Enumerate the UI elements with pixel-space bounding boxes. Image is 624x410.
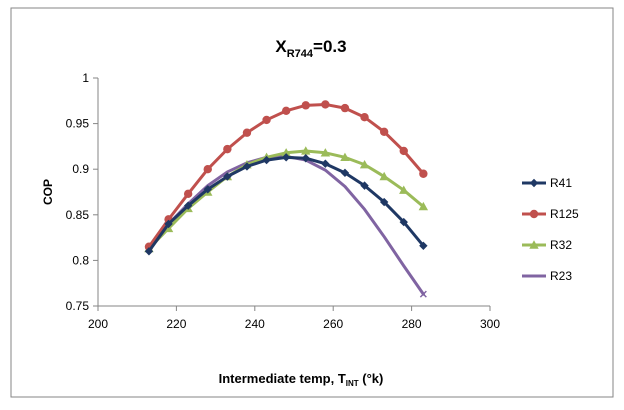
data-point-r32 (281, 148, 291, 157)
data-point-r41 (242, 162, 252, 171)
data-point-r23-stroke (419, 290, 427, 298)
x-axis-label-main: Intermediate temp, T (219, 371, 346, 386)
x-tick-label: 260 (323, 317, 343, 331)
data-point-r41 (183, 201, 193, 210)
data-point-r32 (301, 146, 311, 155)
chart-title: XR744=0.3 (275, 37, 346, 60)
y-tick-label: 0.75 (66, 299, 90, 313)
legend-label-r23: R23 (550, 269, 572, 283)
data-point-r41 (321, 159, 330, 168)
series-layer (144, 100, 429, 298)
data-point-r41 (164, 219, 173, 229)
data-point-r32 (359, 159, 370, 169)
data-point-r41 (419, 241, 428, 251)
chart-title-subscript: R744 (287, 48, 314, 60)
data-point-r32 (320, 148, 331, 157)
series-r125 (144, 100, 428, 251)
x-tick-label: 220 (166, 317, 186, 331)
data-point-r125 (281, 106, 291, 116)
data-point-r41 (360, 181, 369, 190)
data-point-r23 (419, 290, 427, 298)
legend-item-r41: R41 (522, 176, 572, 190)
y-tick-label: 0.85 (66, 208, 90, 222)
data-point-r125 (399, 146, 408, 156)
data-point-r41 (281, 153, 291, 162)
chart-title-main: X (275, 37, 287, 56)
data-point-r125 (419, 169, 428, 178)
data-point-r41 (223, 172, 232, 181)
y-tick-label: 0.9 (72, 162, 89, 176)
data-point-r32 (418, 201, 429, 211)
x-axis-label: Intermediate temp, TINT (°k) (219, 371, 384, 388)
data-point-r125 (183, 189, 193, 199)
data-point-r41 (340, 168, 350, 178)
series-r41 (144, 153, 428, 256)
x-axis-label-subscript: INT (346, 379, 359, 388)
legend-item-r32: R32 (522, 238, 572, 252)
legend-label-r41: R41 (550, 176, 572, 190)
legend-item-r23: R23 (522, 269, 572, 283)
data-point-r125 (379, 127, 389, 137)
data-point-r41 (301, 154, 310, 163)
legend-label-r125: R125 (550, 207, 579, 221)
data-point-r41 (144, 247, 154, 256)
data-point-r32 (340, 152, 350, 162)
data-point-r41 (379, 197, 389, 207)
y-tick-label: 1 (82, 71, 89, 85)
x-tick-label: 280 (402, 317, 422, 331)
data-point-r41 (399, 217, 408, 227)
data-point-r125 (321, 100, 330, 109)
y-axis-label: COP (41, 179, 55, 205)
x-axis-label-tail: (°k) (359, 371, 384, 386)
x-tick-label: 240 (245, 317, 265, 331)
legend-marker-r125 (529, 209, 539, 219)
legend-label-r32: R32 (550, 238, 572, 252)
data-point-r125 (301, 101, 310, 110)
data-point-r125 (203, 165, 212, 174)
x-tick-label: 200 (88, 317, 108, 331)
data-point-r125 (242, 128, 252, 137)
data-point-r125 (360, 113, 369, 122)
chart-border (10, 7, 614, 398)
data-point-r32 (399, 185, 409, 194)
data-point-r41 (262, 155, 271, 165)
x-tick-label: 300 (480, 317, 500, 331)
data-point-r125 (223, 144, 232, 154)
legend-marker-r32 (529, 240, 539, 249)
data-point-r32 (379, 171, 389, 181)
legend: R41 R125 R32 R23 (522, 176, 579, 283)
data-point-r125 (340, 103, 350, 113)
y-tick-label: 0.95 (66, 117, 90, 131)
data-point-r41 (203, 185, 212, 194)
legend-marker-r41 (529, 178, 539, 188)
legend-item-r125: R125 (522, 207, 579, 221)
data-point-r125 (262, 115, 271, 125)
chart-title-tail: =0.3 (313, 37, 347, 56)
y-tick-label: 0.8 (72, 253, 89, 267)
axes: 0.75 0.8 0.85 0.9 0.95 1 200 220 240 260 280 300 (66, 71, 501, 331)
